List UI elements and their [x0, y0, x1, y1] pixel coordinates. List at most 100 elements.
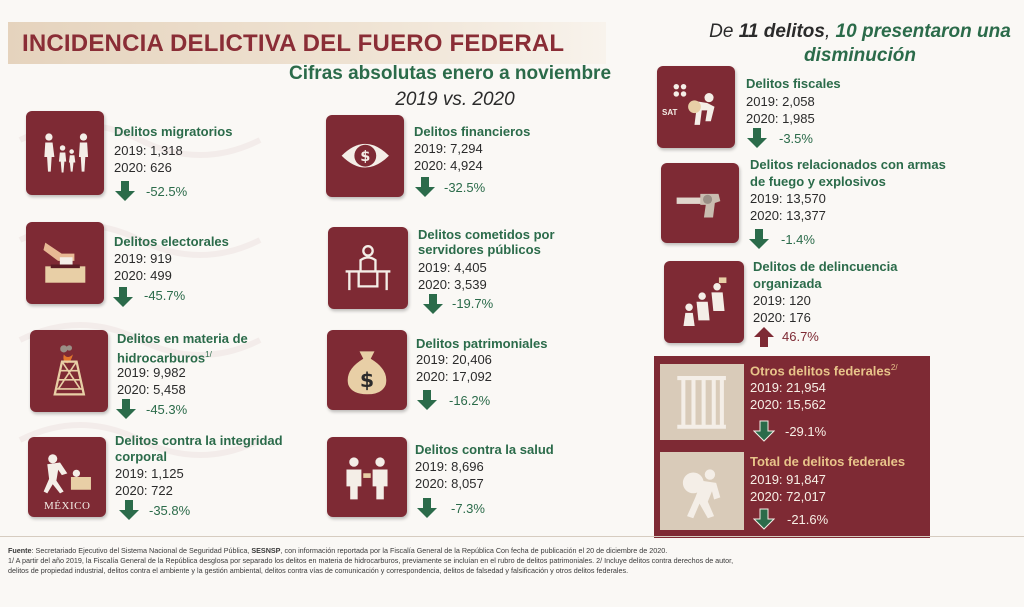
change-percent: -3.5% — [779, 131, 813, 146]
watermark-mexico: MÉXICO — [44, 500, 91, 512]
crime-name: Delitos cometidos por — [418, 227, 555, 242]
value-2019: 2019: 1,318 — [114, 143, 183, 158]
total-2020: 2020: 72,017 — [750, 489, 826, 504]
arrow-down-icon — [747, 128, 767, 148]
headline-highlight: 10 presentaron una disminución — [804, 21, 1011, 66]
arrow-down-icon — [417, 498, 437, 518]
crime-name: Delitos en materia de — [117, 331, 248, 346]
arrow-down-icon — [415, 177, 435, 197]
gang-icon — [664, 261, 744, 343]
sat-thief-icon — [657, 66, 735, 148]
arrow-down-icon — [753, 508, 775, 530]
svg-text:$: $ — [360, 368, 374, 392]
change-percent: -45.3% — [146, 402, 188, 417]
arrow-down-icon — [749, 229, 769, 249]
revolver-icon — [661, 163, 739, 243]
value-2020: 2020: 626 — [114, 160, 172, 175]
value-2020: 2020: 13,377 — [750, 208, 826, 223]
total-name: Total de delitos federales — [750, 454, 906, 469]
arrow-down-icon — [116, 399, 136, 419]
arrow-up-icon — [754, 327, 774, 347]
footer-note-2: delitos de propiedad industrial, delitos… — [8, 566, 629, 575]
change-percent: -35.8% — [149, 503, 191, 518]
crime-name-line2: hidrocarburos1/ — [117, 350, 212, 366]
total-2019: 2019: 91,847 — [750, 472, 826, 487]
value-2020: 2020: 8,057 — [415, 476, 484, 491]
change-percent: -1.4% — [781, 232, 815, 247]
otros-2019: 2019: 21,954 — [750, 380, 826, 395]
crime-name: Delitos migratorios — [114, 124, 233, 139]
change-percent: -45.7% — [144, 288, 186, 303]
change-percent: -52.5% — [146, 184, 188, 199]
value-2020: 2020: 5,458 — [117, 382, 186, 397]
value-2019: 2019: 1,125 — [115, 466, 184, 481]
arrow-down-icon — [115, 181, 135, 201]
value-2019: 2019: 2,058 — [746, 94, 815, 109]
sat-label: SAT — [662, 108, 678, 117]
value-2020: 2020: 176 — [753, 310, 811, 325]
change-percent: -19.7% — [452, 296, 494, 311]
otros-change: -29.1% — [785, 424, 827, 439]
oil-derrick-icon — [30, 330, 108, 412]
family-walking-icon — [26, 111, 104, 195]
footer-divider — [0, 536, 1024, 537]
value-2019: 2019: 7,294 — [414, 141, 483, 156]
total-change: -21.6% — [787, 512, 829, 527]
crime-name: Delitos contra la integridad — [115, 433, 283, 448]
footnote-mark: 2/ — [890, 363, 898, 372]
crime-name: Delitos de delincuencia — [753, 259, 898, 274]
crime-name: Delitos patrimoniales — [416, 336, 548, 351]
period-label: 2019 vs. 2020 — [395, 89, 515, 110]
svg-text:$: $ — [360, 148, 370, 165]
summary-panel: Otros delitos federales2/ 2019: 21,954 2… — [654, 356, 930, 538]
arrow-down-icon — [423, 294, 443, 314]
value-2019: 2019: 919 — [114, 251, 172, 266]
crime-name: Delitos fiscales — [746, 76, 841, 91]
otros-name: Otros delitos federales2/ — [750, 363, 898, 379]
crime-name-line2: servidores públicos — [418, 242, 541, 257]
change-percent: 46.7% — [782, 329, 819, 344]
page-subtitle: Cifras absolutas enero a noviembre — [288, 63, 612, 84]
arrow-down-icon — [113, 287, 133, 307]
ballot-box-icon — [26, 222, 104, 304]
headline-count: 11 delitos — [738, 21, 825, 42]
crime-name: Delitos electorales — [114, 234, 229, 249]
crime-name-line2: organizada — [753, 276, 822, 291]
money-eye-icon: $ — [326, 115, 404, 197]
footer: Fuente: Secretariado Ejecutivo del Siste… — [8, 546, 1018, 576]
change-percent: -7.3% — [451, 501, 485, 516]
value-2020: 2020: 499 — [114, 268, 172, 283]
change-percent: -32.5% — [444, 180, 486, 195]
value-2019: 2019: 120 — [753, 293, 811, 308]
drug-exchange-icon — [327, 437, 407, 517]
value-2020: 2020: 722 — [115, 483, 173, 498]
footer-source: Fuente: Secretariado Ejecutivo del Siste… — [8, 546, 668, 555]
footnote-mark: 1/ — [205, 350, 212, 359]
crime-name: Delitos contra la salud — [415, 442, 554, 457]
official-desk-icon — [328, 227, 408, 309]
crime-name-line2: corporal — [115, 449, 168, 464]
thief-icon — [660, 452, 744, 530]
value-2019: 2019: 9,982 — [117, 365, 186, 380]
headline: De 11 delitos, 10 presentaron una dismin… — [709, 21, 1011, 66]
value-2019: 2019: 4,405 — [418, 260, 487, 275]
arrow-down-icon — [753, 420, 775, 442]
value-2020: 2020: 3,539 — [418, 277, 487, 292]
value-2020: 2020: 17,092 — [416, 369, 492, 384]
value-2019: 2019: 8,696 — [415, 459, 484, 474]
arrow-down-icon — [119, 500, 139, 520]
footer-note-1: 1/ A partir del año 2019, la Fiscalía Ge… — [8, 556, 734, 565]
value-2019: 2019: 20,406 — [416, 352, 492, 367]
change-percent: -16.2% — [449, 393, 491, 408]
value-2020: 2020: 1,985 — [746, 111, 815, 126]
value-2020: 2020: 4,924 — [414, 158, 483, 173]
title-band — [8, 22, 606, 64]
arrow-down-icon — [417, 390, 437, 410]
crime-name: Delitos relacionados con armas — [750, 157, 946, 172]
otros-2020: 2020: 15,562 — [750, 397, 826, 412]
value-2019: 2019: 13,570 — [750, 191, 826, 206]
crime-name: Delitos financieros — [414, 124, 531, 139]
crime-name-line2: de fuego y explosivos — [750, 174, 886, 189]
page-title: INCIDENCIA DELICTIVA DEL FUERO FEDERAL — [22, 30, 565, 57]
jail-bars-icon — [660, 364, 744, 440]
